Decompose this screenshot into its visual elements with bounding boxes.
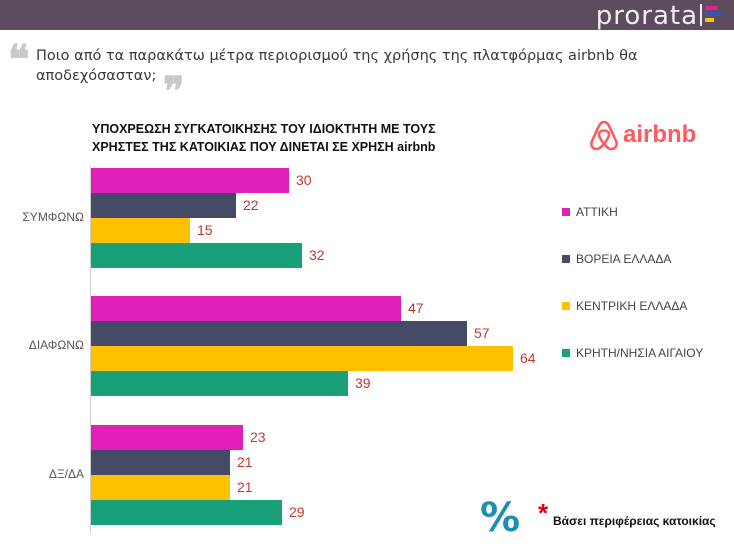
chart-title: ΥΠΟΧΡΕΩΣΗ ΣΥΓΚΑΤΟΙΚΗΣΗΣ ΤΟΥ ΙΔΙΟΚΤΗΤΗ ΜΕ…	[92, 122, 436, 154]
legend-item: ΚΕΝΤΡΙΚΗ ΕΛΛΑΔΑ	[562, 299, 734, 313]
legend-label: ΒΟΡΕΙΑ ΕΛΛΑΔΑ	[576, 252, 672, 266]
chart-axis-line	[90, 166, 91, 534]
legend-swatch	[562, 254, 570, 263]
airbnb-belo-icon	[590, 120, 618, 151]
data-label: 21	[237, 454, 253, 470]
brand-logo-icon	[705, 6, 725, 26]
bar	[91, 475, 230, 500]
data-label: 21	[237, 479, 253, 495]
data-label: 30	[296, 172, 312, 188]
data-label: 39	[355, 375, 371, 391]
bar	[91, 450, 230, 475]
legend-label: ΚΡΗΤΗ/ΝΗΣΙΑ ΑΙΓΑΙΟΥ	[576, 346, 704, 360]
bar	[91, 500, 282, 525]
bar	[91, 218, 190, 243]
data-label: 32	[309, 247, 325, 263]
bar	[91, 296, 401, 321]
brand-stripe-2	[705, 12, 721, 16]
percent-icon: %	[480, 495, 521, 541]
bar	[91, 425, 243, 450]
brand-stripe-1	[705, 6, 717, 10]
data-label: 23	[250, 429, 266, 445]
category-label: ΔΙΑΦΩΝΩ	[28, 338, 84, 352]
bar	[91, 371, 348, 396]
legend-item: ΑΤΤΙΚΗ	[562, 205, 734, 219]
data-label: 47	[408, 300, 424, 316]
brand-stripe-3	[705, 18, 714, 22]
bar	[91, 346, 513, 371]
legend-item: ΚΡΗΤΗ/ΝΗΣΙΑ ΑΙΓΑΙΟΥ	[562, 346, 734, 360]
close-quote-icon: ❞	[163, 68, 185, 115]
airbnb-logo: airbnb	[588, 118, 708, 152]
category-label: ΣΥΜΦΩΝΩ	[22, 210, 84, 224]
bar	[91, 168, 289, 193]
category-label: ΔΞ/ΔΑ	[48, 467, 84, 481]
legend-label: ΚΕΝΤΡΙΚΗ ΕΛΛΑΔΑ	[576, 299, 688, 313]
data-label: 15	[197, 222, 213, 238]
data-label: 64	[520, 350, 536, 366]
open-quote-icon: ❝	[8, 36, 30, 83]
asterisk-icon: *	[538, 498, 549, 528]
legend-swatch	[562, 207, 570, 216]
brand-name: prorata	[595, 1, 698, 31]
legend-label: ΑΤΤΙΚΗ	[576, 205, 618, 219]
brand-separator	[700, 4, 702, 26]
top-bar: prorata	[0, 0, 734, 31]
legend-swatch	[562, 301, 570, 310]
question-text: Ποιο από τα παρακάτω μέτρα περιορισμού τ…	[36, 48, 638, 84]
bar	[91, 193, 236, 218]
bar	[91, 243, 302, 268]
bar	[91, 321, 467, 346]
data-label: 57	[474, 325, 490, 341]
data-label: 29	[289, 504, 305, 520]
airbnb-wordmark: airbnb	[623, 121, 697, 148]
footnote: Βάσει περιφέρειας κατοικίας	[553, 514, 716, 528]
data-label: 22	[243, 197, 259, 213]
legend-swatch	[562, 348, 570, 357]
legend-item: ΒΟΡΕΙΑ ΕΛΛΑΔΑ	[562, 252, 734, 266]
